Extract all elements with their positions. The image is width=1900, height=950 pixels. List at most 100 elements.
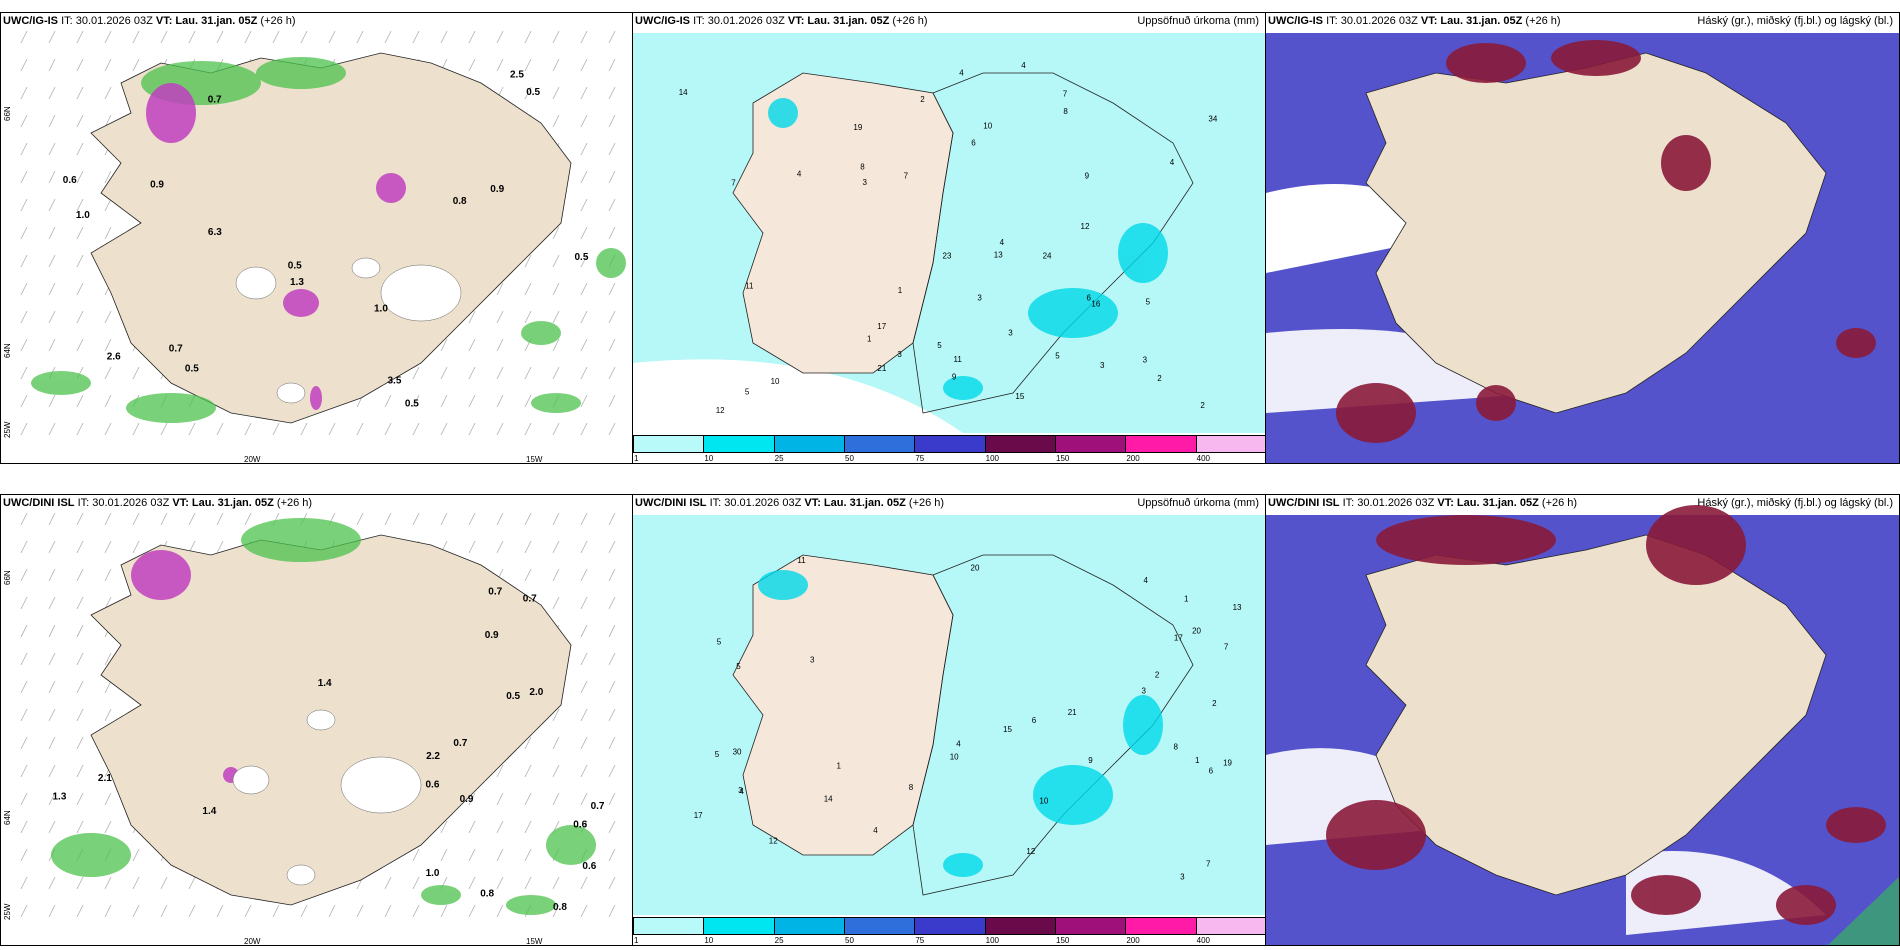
wind-barb (608, 30, 616, 44)
wind-barb (48, 86, 56, 100)
wind-barb (468, 876, 476, 890)
wind-barb (300, 904, 308, 918)
wind-barb (20, 254, 28, 268)
wind-barb (552, 708, 560, 722)
wind-barb (48, 338, 56, 352)
wind-barb (48, 904, 56, 918)
value-label: 4 (740, 787, 745, 796)
wind-barb (580, 708, 588, 722)
wind-barb (552, 58, 560, 72)
wind-barb (440, 848, 448, 862)
wind-barb (384, 876, 392, 890)
value-label: 0.7 (488, 586, 502, 597)
wind-barb (552, 282, 560, 296)
wind-barb (48, 708, 56, 722)
wind-barb (328, 30, 336, 44)
wind-barb (76, 736, 84, 750)
purple-snow (131, 550, 239, 783)
wind-barb (552, 540, 560, 554)
wind-barb (496, 876, 504, 890)
value-label: 3 (1143, 356, 1148, 365)
wind-barb (552, 422, 560, 436)
wind-barb (160, 512, 168, 526)
wind-barb (76, 338, 84, 352)
wind-barb (608, 512, 616, 526)
wind-barb (216, 904, 224, 918)
wind-barb (580, 226, 588, 240)
cloud-map (1266, 505, 1899, 945)
wind-barb (104, 876, 112, 890)
value-label: 11 (797, 556, 806, 565)
value-label: 7 (904, 172, 909, 181)
wind-barb (580, 394, 588, 408)
wind-barb (20, 568, 28, 582)
colorbar-label: 10 (704, 454, 714, 463)
wind-barb (496, 764, 504, 778)
value-label: 3.5 (388, 375, 402, 386)
wind-barb (272, 30, 280, 44)
wind-barb (20, 58, 28, 72)
panel-title: UWC/IG-IS IT: 30.01.2026 03Z VT: Lau. 31… (1268, 15, 1561, 27)
wind-barb (608, 422, 616, 436)
wind-barb (216, 30, 224, 44)
wind-barb (552, 366, 560, 380)
value-label: 12 (716, 406, 725, 415)
wind-barb (300, 422, 308, 436)
wind-barb (188, 876, 196, 890)
wind-barb (608, 540, 616, 554)
panel-title: UWC/IG-IS IT: 30.01.2026 03Z VT: Lau. 31… (635, 15, 928, 27)
colorbar-label: 75 (915, 936, 925, 945)
value-label: 9 (952, 372, 957, 381)
colorbar-label: 1 (634, 936, 639, 945)
wind-barb (48, 764, 56, 778)
wind-barb (188, 30, 196, 44)
wind-barb (104, 58, 112, 72)
precip-values: 5543243731233458611233414109241687643211… (679, 61, 1218, 415)
wind-barb (104, 30, 112, 44)
wind-barb (412, 422, 420, 436)
value-label: 7 (1224, 643, 1229, 652)
wind-barb (384, 422, 392, 436)
wind-barb (580, 904, 588, 918)
wind-barb (20, 86, 28, 100)
colorbar-segment (773, 435, 845, 453)
value-label: 17 (1174, 634, 1183, 643)
value-label: 4 (959, 69, 964, 78)
wind-barb (608, 142, 616, 156)
wind-barb (496, 792, 504, 806)
value-label: 1.4 (318, 678, 332, 689)
value-label: 0.7 (591, 801, 605, 812)
wind-barb (552, 904, 560, 918)
colorbar-label: 50 (845, 454, 854, 463)
wind-barb (104, 904, 112, 918)
wind-barb (356, 512, 364, 526)
wind-barb (552, 310, 560, 324)
wind-barb (524, 366, 532, 380)
wind-barb (580, 142, 588, 156)
wind-barb (244, 30, 252, 44)
wind-barb (440, 904, 448, 918)
wind-barb (608, 86, 616, 100)
wind-barb (216, 512, 224, 526)
wind-barb (160, 30, 168, 44)
wind-barb (412, 876, 420, 890)
wind-barb (496, 338, 504, 352)
value-label: 1.4 (202, 806, 216, 817)
wind-barb (48, 58, 56, 72)
colorbar-segment (984, 917, 1056, 935)
wind-barb (48, 142, 56, 156)
panel-legend-title: Uppsöfnuð úrkoma (mm) (1137, 15, 1259, 27)
wind-barb (20, 170, 28, 184)
wind-barb (412, 512, 420, 526)
wind-barb (20, 366, 28, 380)
precip-colorbar: 1 10 25 50 75 100 150 200 400 (633, 917, 1265, 945)
value-label: 0.9 (150, 179, 164, 190)
value-label: 15 (1003, 725, 1012, 734)
wind-barb (580, 58, 588, 72)
wind-barb (20, 310, 28, 324)
wind-barb (20, 904, 28, 918)
value-label: 0.7 (169, 344, 183, 355)
value-label: 4 (1000, 238, 1005, 247)
value-label: 3 (1100, 361, 1105, 370)
wind-barb (160, 876, 168, 890)
